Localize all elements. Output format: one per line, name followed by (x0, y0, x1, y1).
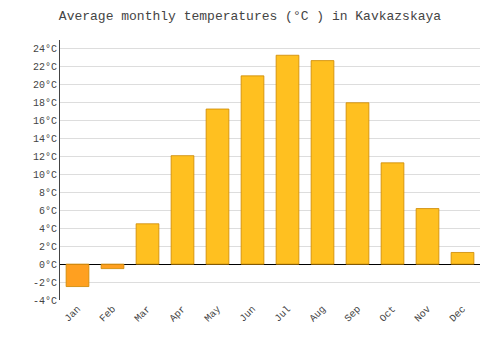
svg-text:0°C: 0°C (39, 260, 57, 271)
svg-text:Oct: Oct (378, 304, 399, 325)
svg-text:Aug: Aug (308, 304, 329, 325)
svg-text:18°C: 18°C (33, 98, 57, 109)
svg-text:6°C: 6°C (39, 206, 57, 217)
svg-text:24°C: 24°C (33, 44, 57, 55)
svg-text:4°C: 4°C (39, 224, 57, 235)
svg-text:Jul: Jul (273, 304, 294, 325)
svg-text:16°C: 16°C (33, 116, 57, 127)
svg-text:Dec: Dec (448, 304, 469, 325)
svg-text:14°C: 14°C (33, 134, 57, 145)
svg-text:12°C: 12°C (33, 152, 57, 163)
svg-text:Feb: Feb (98, 304, 119, 325)
svg-text:20°C: 20°C (33, 80, 57, 91)
svg-text:Average monthly temperatures (: Average monthly temperatures (°C ) in Ka… (59, 9, 441, 24)
svg-text:2°C: 2°C (39, 242, 57, 253)
svg-text:Mar: Mar (133, 304, 154, 325)
svg-text:Nov: Nov (413, 304, 434, 325)
svg-text:Jun: Jun (238, 304, 259, 325)
svg-text:8°C: 8°C (39, 188, 57, 199)
svg-text:10°C: 10°C (33, 170, 57, 181)
svg-text:-4°C: -4°C (33, 296, 57, 307)
svg-text:-2°C: -2°C (33, 278, 57, 289)
svg-text:Sep: Sep (343, 304, 364, 325)
svg-text:May: May (203, 304, 224, 325)
svg-text:22°C: 22°C (33, 62, 57, 73)
svg-text:Jan: Jan (63, 304, 84, 325)
svg-text:Apr: Apr (168, 304, 189, 325)
